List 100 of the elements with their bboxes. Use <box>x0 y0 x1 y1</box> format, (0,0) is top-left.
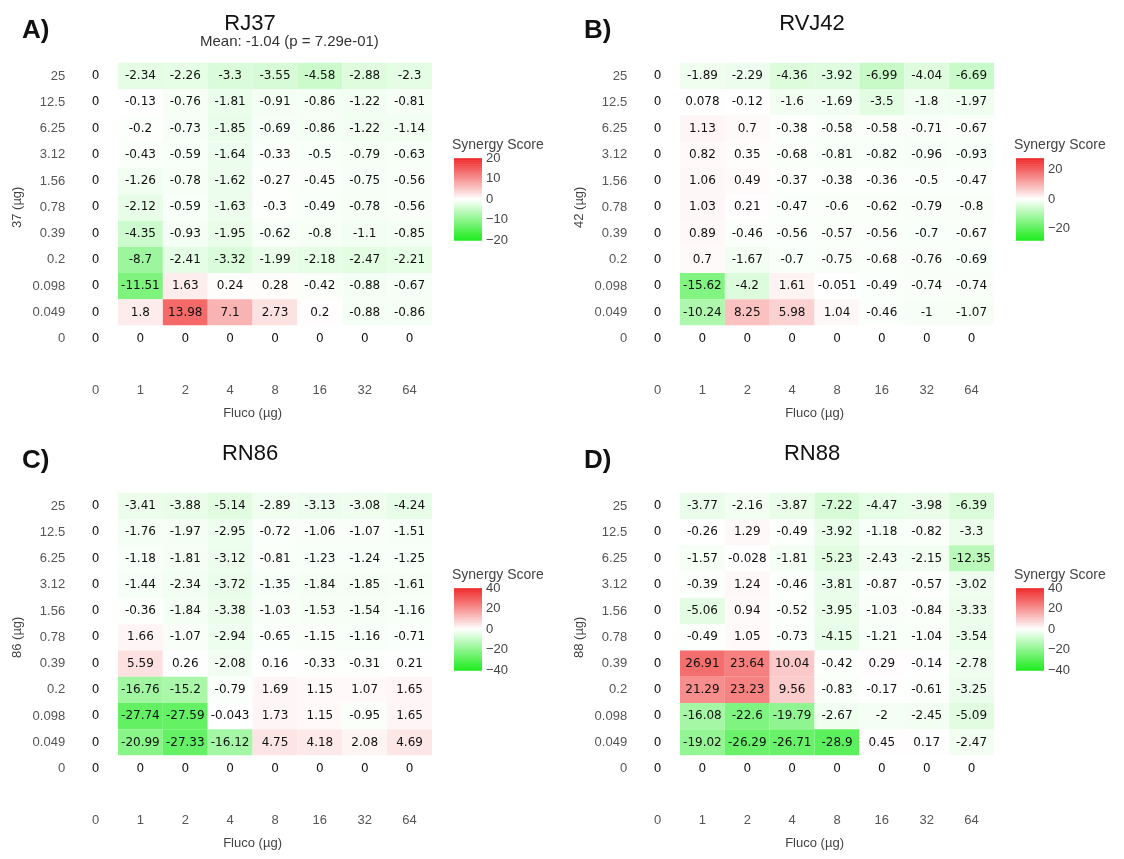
data-label: -0.051 <box>817 278 857 293</box>
data-label: -2.16 <box>731 498 763 513</box>
color-bar-label: −40 <box>486 661 509 677</box>
data-label: -5.23 <box>821 550 853 565</box>
data-label: 1.61 <box>778 278 806 293</box>
x-tick-label: 16 <box>874 812 890 828</box>
data-label: 0 <box>878 760 886 775</box>
data-label: 0.24 <box>216 278 244 293</box>
x-tick-label: 0 <box>653 812 662 828</box>
y-tick-label: 0.049 <box>594 303 628 319</box>
data-label: 0 <box>922 760 931 775</box>
data-label: 0 <box>91 225 100 240</box>
data-label: -0.88 <box>349 278 381 293</box>
data-label: 1.69 <box>261 681 289 696</box>
data-label: -16.12 <box>210 734 250 749</box>
data-label: -3.92 <box>821 68 853 83</box>
y-tick-label: 25 <box>612 67 628 83</box>
chart-title: RN86 <box>221 440 279 465</box>
y-tick-label: 25 <box>50 497 66 513</box>
x-tick-label: 8 <box>833 382 841 398</box>
data-label: -0.73 <box>776 629 808 644</box>
x-tick-label: 4 <box>226 382 234 398</box>
data-label: 0.29 <box>868 655 896 670</box>
x-tick-label: 8 <box>271 812 279 828</box>
text: D) <box>584 444 612 475</box>
data-label: -4.58 <box>304 68 336 83</box>
y-tick-label: 6.25 <box>39 550 66 566</box>
data-label: 23.64 <box>730 655 765 670</box>
data-label: 0 <box>91 708 100 723</box>
y-tick-label: 0 <box>57 330 66 346</box>
data-label: 0 <box>653 199 662 214</box>
data-label: -2.15 <box>911 550 943 565</box>
data-label: -0.58 <box>821 120 853 135</box>
data-label: -3.38 <box>214 603 246 618</box>
data-label: -2.95 <box>214 524 246 539</box>
x-tick-label: 32 <box>919 382 934 398</box>
data-label: -11.51 <box>121 278 160 293</box>
data-label: -0.46 <box>731 225 763 240</box>
data-label: 0 <box>91 278 100 293</box>
data-label: -1.44 <box>124 576 156 591</box>
data-label: -2.47 <box>349 251 381 266</box>
data-label: -0.37 <box>776 173 808 188</box>
color-bar-title: Synergy Score <box>452 136 545 153</box>
data-label: -0.43 <box>124 146 156 161</box>
data-label: 0 <box>967 760 976 775</box>
data-label: -0.71 <box>911 120 943 135</box>
data-label: 0 <box>91 655 100 670</box>
data-label: -1.95 <box>214 225 246 240</box>
data-label: 1.8 <box>130 304 150 319</box>
data-label: -1.07 <box>956 304 988 319</box>
data-label: -3.88 <box>169 498 201 513</box>
data-label: 0 <box>743 330 752 345</box>
data-label: -0.68 <box>776 146 808 161</box>
y-tick-label: 12.5 <box>39 523 66 539</box>
data-label: -0.36 <box>866 173 898 188</box>
data-label: 1.13 <box>689 120 716 135</box>
data-label: 23.23 <box>730 681 765 696</box>
data-label: -2.88 <box>349 68 381 83</box>
data-label: -0.49 <box>686 629 718 644</box>
data-label: -0.81 <box>394 94 426 109</box>
data-label: -0.57 <box>821 225 853 240</box>
data-label: -6.69 <box>956 68 988 83</box>
color-bar-title: Synergy Score <box>1014 566 1107 583</box>
data-label: -2.08 <box>214 655 246 670</box>
data-label: -0.49 <box>304 199 336 214</box>
data-label: -0.5 <box>915 173 939 188</box>
x-tick-label: 32 <box>357 382 372 398</box>
data-label: -3.98 <box>911 498 943 513</box>
y-axis-title: 42 (µg) <box>571 186 587 229</box>
x-tick-label: 0 <box>91 382 100 398</box>
data-label: 0 <box>653 498 662 513</box>
data-label: -3.95 <box>821 603 853 618</box>
data-label: -0.85 <box>394 225 426 240</box>
data-label: 0 <box>91 330 100 345</box>
data-label: 0 <box>91 120 100 135</box>
data-label: 0 <box>136 760 145 775</box>
data-label: -0.68 <box>866 251 898 266</box>
data-label: -1.67 <box>731 251 763 266</box>
x-tick-label: 8 <box>833 812 841 828</box>
data-label: -3.41 <box>124 498 156 513</box>
data-label: -0.38 <box>821 173 853 188</box>
data-label: -0.73 <box>169 120 201 135</box>
data-label: -0.91 <box>259 94 291 109</box>
data-label: -0.7 <box>780 251 804 266</box>
data-label: -0.88 <box>349 304 381 319</box>
x-tick-label: 1 <box>698 812 707 828</box>
data-label: 1.06 <box>689 173 716 188</box>
data-label: -0.27 <box>259 173 291 188</box>
data-label: -3.81 <box>821 576 853 591</box>
x-axis-title: Fluco (µg) <box>223 834 282 850</box>
data-label: -1.97 <box>956 94 988 109</box>
data-label: -0.56 <box>394 173 426 188</box>
y-tick-label: 0.78 <box>39 198 66 214</box>
y-tick-label: 0.098 <box>32 707 66 723</box>
data-label: -0.47 <box>776 199 808 214</box>
data-label: -3.5 <box>870 94 894 109</box>
x-tick-label: 32 <box>357 812 372 828</box>
x-tick-label: 2 <box>743 812 751 828</box>
data-label: -3.72 <box>214 576 246 591</box>
color-bar-label: −20 <box>486 641 509 657</box>
